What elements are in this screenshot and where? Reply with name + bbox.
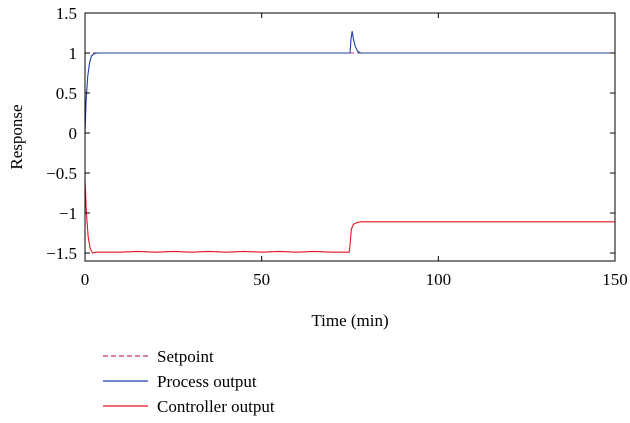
y-tick-label: 1 — [69, 44, 78, 63]
x-tick-label: 0 — [81, 270, 90, 289]
x-axis-title: Time (min) — [311, 311, 388, 330]
y-tick-label: −0.5 — [46, 164, 77, 183]
series-line-process-output — [85, 31, 615, 133]
x-tick-label: 150 — [602, 270, 628, 289]
x-axis-ticks: 0 50 100 150 — [81, 13, 628, 289]
legend-label: Process output — [157, 372, 257, 391]
legend-item: Controller output — [103, 397, 275, 416]
plot-marks — [85, 31, 615, 253]
y-tick-label: 1.5 — [56, 4, 77, 23]
y-tick-label: 0 — [69, 124, 78, 143]
legend-item: Setpoint — [103, 347, 214, 366]
y-axis-ticks: −1.5 −1 −0.5 0 0.5 1 1.5 — [46, 4, 615, 263]
y-axis-title: Response — [7, 104, 26, 169]
y-tick-label: 0.5 — [56, 84, 77, 103]
y-tick-label: −1.5 — [46, 244, 77, 263]
x-tick-label: 100 — [426, 270, 452, 289]
x-tick-label: 50 — [253, 270, 270, 289]
legend: Setpoint Process output Controller output — [103, 347, 275, 416]
legend-item: Process output — [103, 372, 257, 391]
legend-label: Controller output — [157, 397, 275, 416]
y-tick-label: −1 — [59, 204, 77, 223]
legend-label: Setpoint — [157, 347, 214, 366]
series-line-controller-output — [85, 181, 615, 253]
